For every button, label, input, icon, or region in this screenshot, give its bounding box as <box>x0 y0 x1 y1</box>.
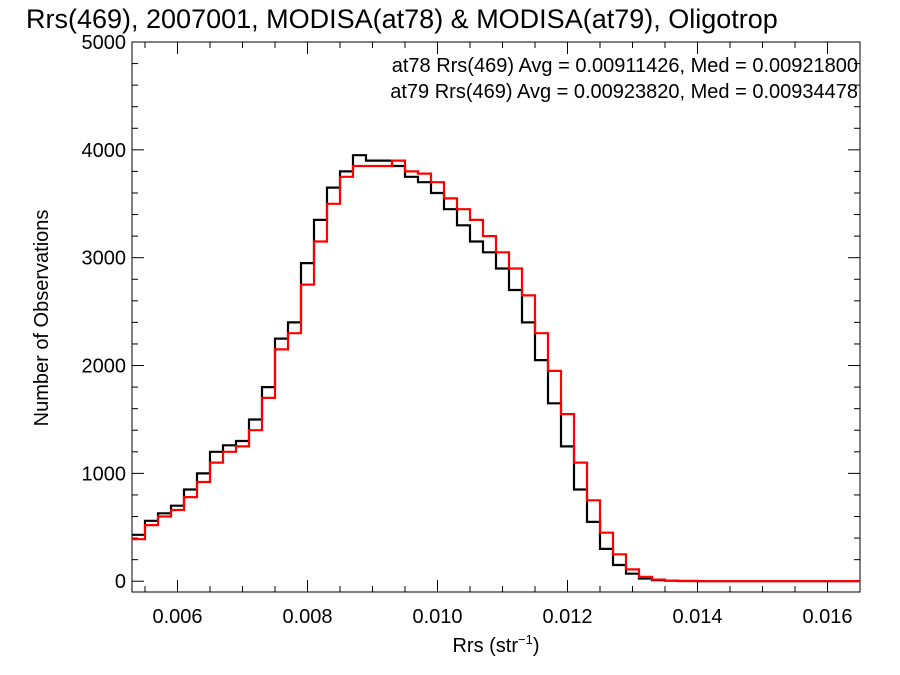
y-tick-label: 1000 <box>82 463 127 485</box>
y-axis-label: Number of Observations <box>31 210 53 427</box>
y-tick-label: 0 <box>115 571 126 593</box>
plot-frame <box>131 41 861 593</box>
x-tick-label: 0.008 <box>282 606 332 628</box>
y-tick-label: 2000 <box>82 356 127 378</box>
y-tick-label: 4000 <box>82 140 127 162</box>
y-tick-label: 5000 <box>82 32 127 54</box>
series-line-at79 <box>132 159 860 583</box>
series-line-at78 <box>132 154 860 583</box>
x-tick-label: 0.006 <box>152 606 202 628</box>
chart-title: Rrs(469), 2007001, MODISA(at78) & MODISA… <box>26 4 778 34</box>
x-axis-label: Rrs (str−1) <box>452 632 539 657</box>
x-tick-label: 0.016 <box>802 606 852 628</box>
series-layer <box>132 154 860 583</box>
x-tick-label: 0.014 <box>672 606 722 628</box>
series-annotation-at78: at78 Rrs(469) Avg = 0.00911426, Med = 0.… <box>392 55 858 77</box>
x-axis: 0.006 0.008 0.010 0.012 0.014 0.016 <box>144 42 861 628</box>
y-tick-label: 3000 <box>82 248 127 270</box>
y-axis: 0 1000 2000 3000 4000 5000 <box>82 32 860 593</box>
x-tick-label: 0.010 <box>412 606 462 628</box>
x-tick-label: 0.012 <box>542 606 592 628</box>
series-annotation-at79: at79 Rrs(469) Avg = 0.00923820, Med = 0.… <box>390 81 858 103</box>
